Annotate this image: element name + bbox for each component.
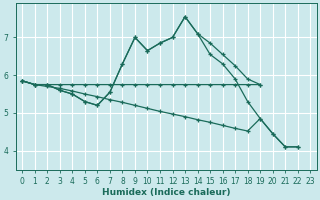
- X-axis label: Humidex (Indice chaleur): Humidex (Indice chaleur): [102, 188, 230, 197]
